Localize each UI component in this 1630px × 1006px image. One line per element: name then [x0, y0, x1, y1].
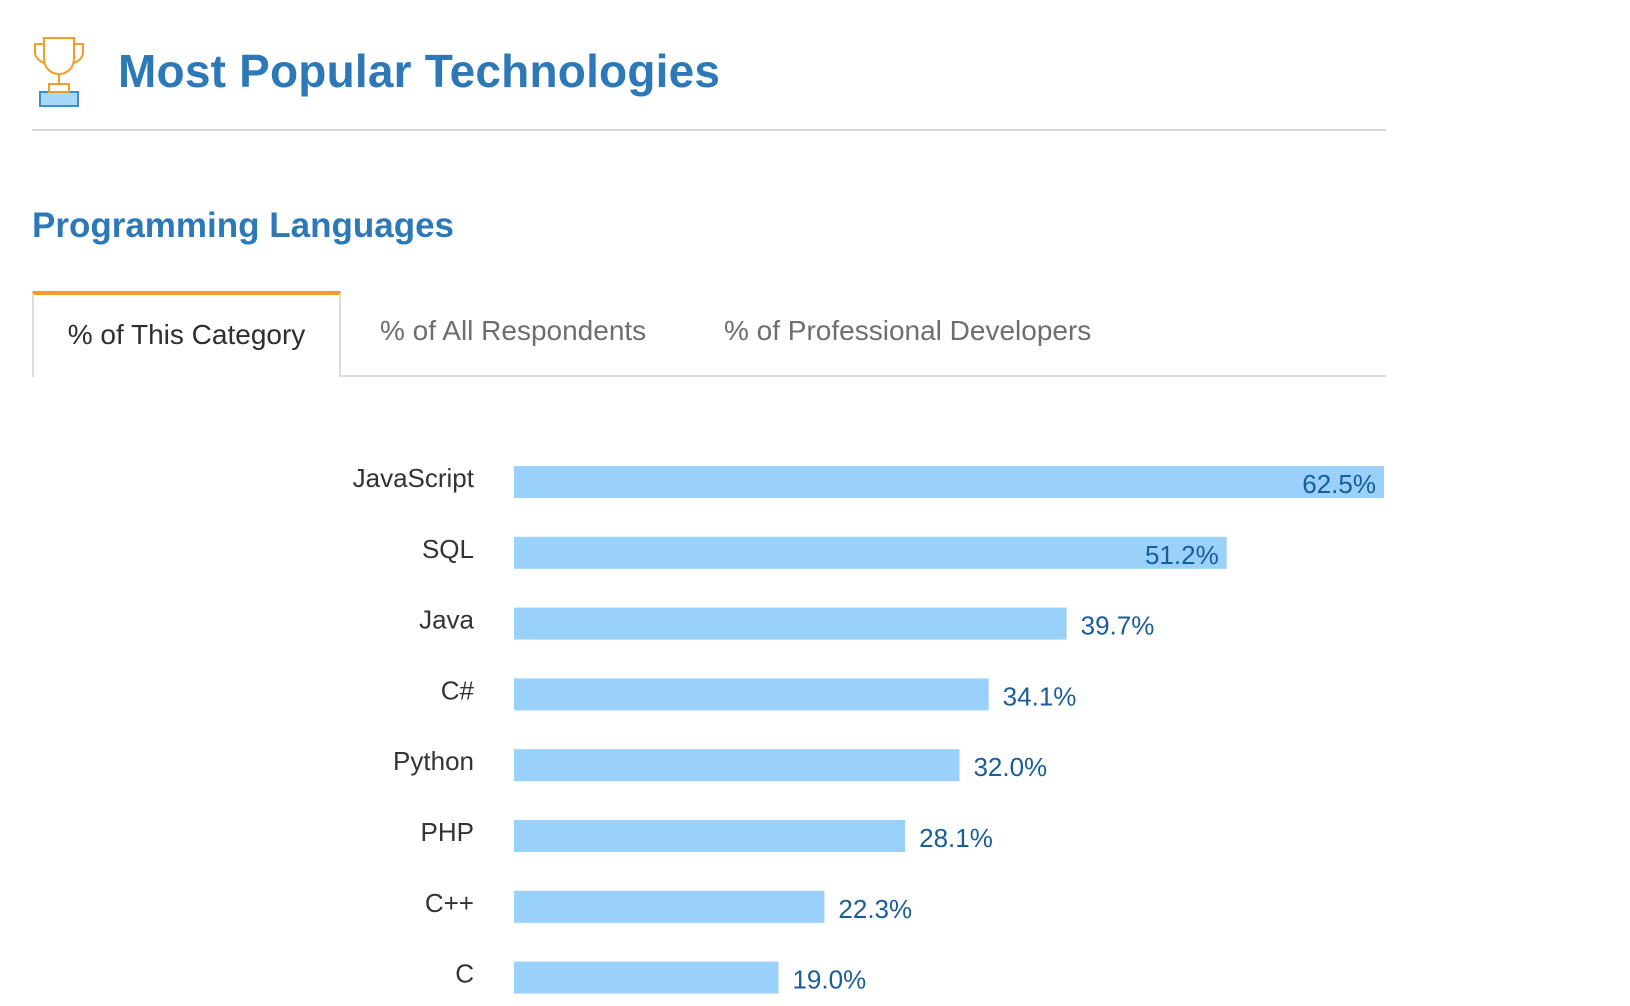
category-label-cplusplus: C++	[425, 888, 474, 918]
tab-all-respondents[interactable]: % of All Respondents	[380, 315, 647, 346]
value-label-csharp: 34.1%	[1003, 681, 1077, 711]
bar-python[interactable]	[514, 749, 960, 782]
category-label-php: PHP	[421, 817, 474, 847]
tab-professional-developers[interactable]: % of Professional Developers	[724, 315, 1092, 346]
header-divider	[32, 129, 1386, 131]
value-label-sql: 51.2%	[1145, 540, 1219, 570]
bar-csharp[interactable]	[514, 678, 989, 711]
category-label-python: Python	[393, 746, 474, 776]
category-label-java: Java	[419, 605, 474, 635]
tab-bar: % of This Category % of All Respondents …	[32, 291, 1386, 377]
bar-javascript[interactable]	[514, 466, 1384, 498]
category-label-csharp: C#	[441, 675, 475, 705]
bar-cplusplus[interactable]	[514, 890, 825, 923]
value-label-java: 39.7%	[1081, 611, 1155, 641]
value-label-php: 28.1%	[919, 823, 993, 853]
value-label-cplusplus: 22.3%	[838, 894, 912, 924]
page-header: Most Popular Technologies	[32, 30, 1386, 130]
value-label-c: 19.0%	[792, 965, 866, 995]
category-label-sql: SQL	[422, 534, 474, 564]
section-title: Programming Languages	[32, 206, 455, 245]
bar-java[interactable]	[514, 607, 1067, 640]
tab-bar-divider	[32, 375, 1386, 377]
value-label-javascript: 62.5%	[1302, 469, 1376, 499]
trophy-icon	[34, 37, 84, 107]
page-title: Most Popular Technologies	[118, 45, 721, 97]
tab-this-category[interactable]: % of This Category	[32, 291, 341, 377]
chart-svg: JavaScript 62.5% SQL 51.2% Java 39.7% C# 34.1% P…	[353, 463, 1384, 995]
bar-php[interactable]	[514, 820, 906, 852]
bar-sql[interactable]	[514, 536, 1227, 569]
category-label-javascript: JavaScript	[353, 463, 475, 493]
bar-c[interactable]	[514, 961, 779, 994]
languages-bar-chart: JavaScript 62.5% SQL 51.2% Java 39.7% C# 34.1% P…	[0, 440, 1630, 1006]
value-label-python: 32.0%	[973, 752, 1047, 782]
category-label-c: C	[455, 959, 474, 989]
